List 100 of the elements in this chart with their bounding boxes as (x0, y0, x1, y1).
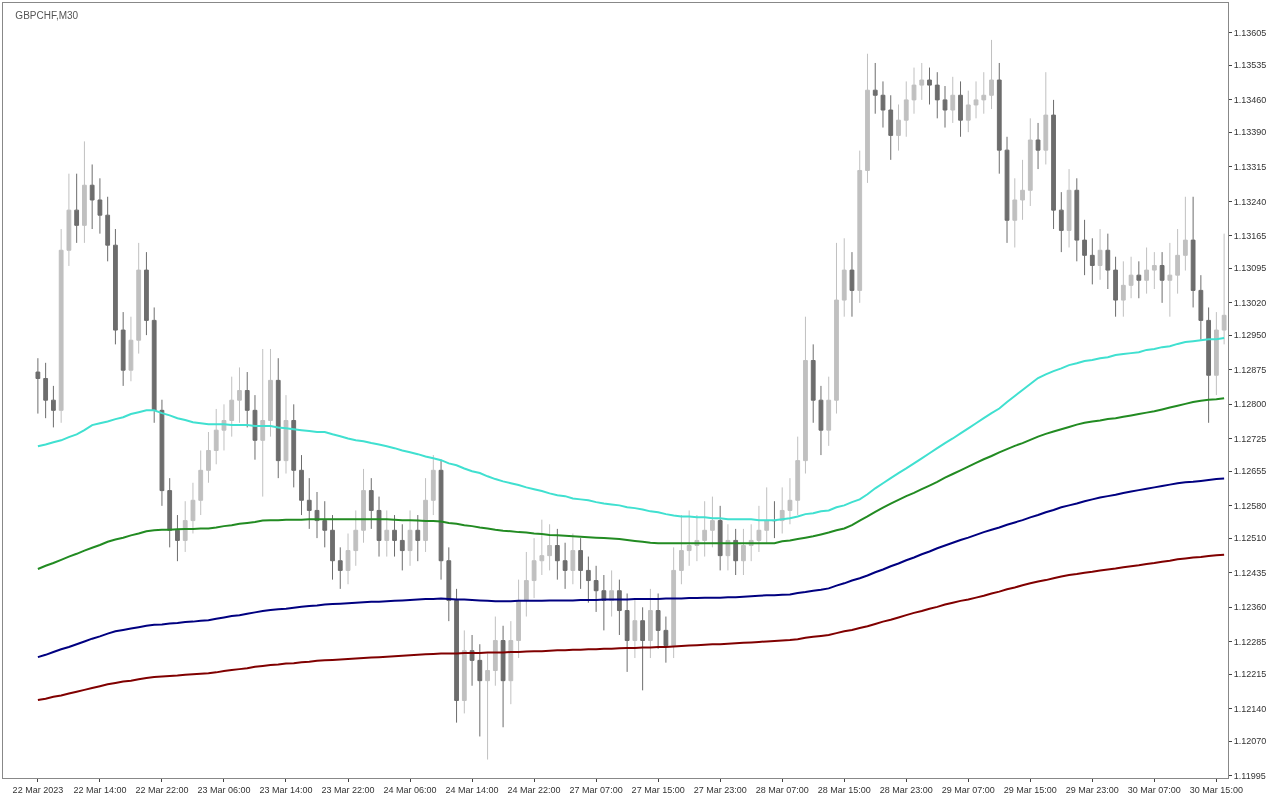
candlestick (1035, 122, 1041, 170)
candlestick (779, 486, 785, 535)
y-tick-label: 1.13460 (1233, 95, 1267, 106)
candlestick (1206, 306, 1212, 424)
candlestick (710, 496, 715, 548)
x-tick-label: 28 Mar 15:00 (817, 784, 871, 795)
x-tick-label: 24 Mar 14:00 (445, 784, 499, 795)
candlestick (934, 71, 940, 119)
candlestick (268, 348, 273, 438)
candlestick (337, 546, 343, 590)
candlestick (1074, 177, 1080, 262)
candlestick (756, 505, 762, 553)
candlestick (1136, 260, 1142, 299)
candlestick (927, 67, 932, 105)
candlestick (725, 523, 731, 571)
candlestick (105, 196, 111, 262)
y-tick-label: 1.12950 (1233, 330, 1267, 341)
candlestick (74, 173, 80, 244)
candlestick (1113, 256, 1118, 318)
candlestick (1167, 242, 1173, 318)
x-tick-label: 23 Mar 22:00 (321, 784, 375, 795)
candlestick (880, 80, 886, 129)
candlestick (252, 394, 258, 461)
candlestick (965, 90, 971, 133)
candlestick (640, 606, 646, 691)
x-tick-label: 22 Mar 2023 (12, 784, 64, 795)
candlestick (407, 509, 413, 567)
y-tick-label: 1.12285 (1233, 637, 1267, 648)
candlestick (89, 163, 95, 230)
candlestick (182, 500, 188, 553)
candlestick (1066, 168, 1072, 248)
candlestick (477, 643, 483, 737)
candlestick (368, 477, 374, 530)
candlestick (128, 316, 134, 382)
candlestick (888, 94, 894, 161)
candlestick (1027, 117, 1033, 207)
candlestick (198, 449, 204, 516)
x-tick-label: 24 Mar 22:00 (507, 784, 561, 795)
candlestick (376, 496, 382, 558)
candlestick (609, 569, 615, 618)
candlestick (834, 242, 839, 415)
candlestick (686, 509, 692, 567)
candlestick (66, 173, 72, 267)
candlestick (415, 514, 421, 562)
y-tick-label: 1.12875 (1233, 364, 1267, 375)
candlestick (950, 76, 956, 124)
candlestick (361, 468, 366, 544)
candlestick (803, 316, 808, 475)
x-tick-label: 27 Mar 23:00 (693, 784, 747, 795)
candlestick (958, 80, 963, 138)
candlestick (523, 551, 529, 618)
candlestick (1082, 219, 1087, 276)
candlestick (655, 592, 661, 650)
candlestick (291, 403, 297, 488)
y-tick-label: 1.13390 (1233, 127, 1267, 138)
y-tick-label: 1.13240 (1233, 196, 1267, 207)
candlestick (539, 519, 545, 576)
candlestick (159, 399, 165, 507)
candlestick (942, 85, 948, 129)
candlestick (314, 491, 320, 539)
candlestick (857, 150, 863, 304)
candlestick (330, 514, 335, 581)
candlestick (58, 228, 64, 424)
y-tick-label: 1.12070 (1233, 736, 1267, 747)
y-tick-label: 1.12800 (1233, 399, 1267, 410)
candlestick (996, 62, 1002, 175)
candlestick (1128, 256, 1134, 299)
y-tick-label: 1.12215 (1233, 669, 1267, 680)
x-tick-label: 24 Mar 06:00 (383, 784, 437, 795)
candlestick (508, 620, 514, 705)
x-tick-label: 29 Mar 23:00 (1065, 784, 1119, 795)
candlestick (733, 528, 739, 576)
candlestick (151, 306, 157, 424)
candlestick (275, 357, 281, 479)
x-tick-label: 29 Mar 07:00 (941, 784, 995, 795)
y-tick-label: 1.12435 (1233, 567, 1267, 578)
candlestick (562, 542, 568, 590)
candlestick (593, 565, 599, 613)
x-tick-label: 30 Mar 15:00 (1189, 784, 1243, 795)
candlestick (469, 634, 475, 687)
candlestick (1144, 246, 1149, 295)
candlestick (1058, 191, 1064, 253)
line-series (36, 397, 1226, 571)
y-tick-label: 1.13605 (1233, 28, 1267, 39)
candlestick (671, 546, 677, 659)
candlestick (190, 482, 196, 535)
candlestick (516, 579, 521, 659)
candlestick (322, 500, 328, 548)
candlestick (741, 528, 746, 576)
candlestick (679, 514, 684, 585)
candlestick (430, 454, 436, 516)
candlestick (531, 537, 537, 599)
line-series (36, 477, 1226, 659)
candlestick (1020, 159, 1025, 221)
candlestick (585, 556, 591, 604)
candlestick (818, 385, 824, 456)
candlestick (492, 616, 498, 687)
candlestick (353, 509, 359, 567)
candlestick (981, 71, 987, 115)
x-tick-label: 29 Mar 15:00 (1003, 784, 1057, 795)
